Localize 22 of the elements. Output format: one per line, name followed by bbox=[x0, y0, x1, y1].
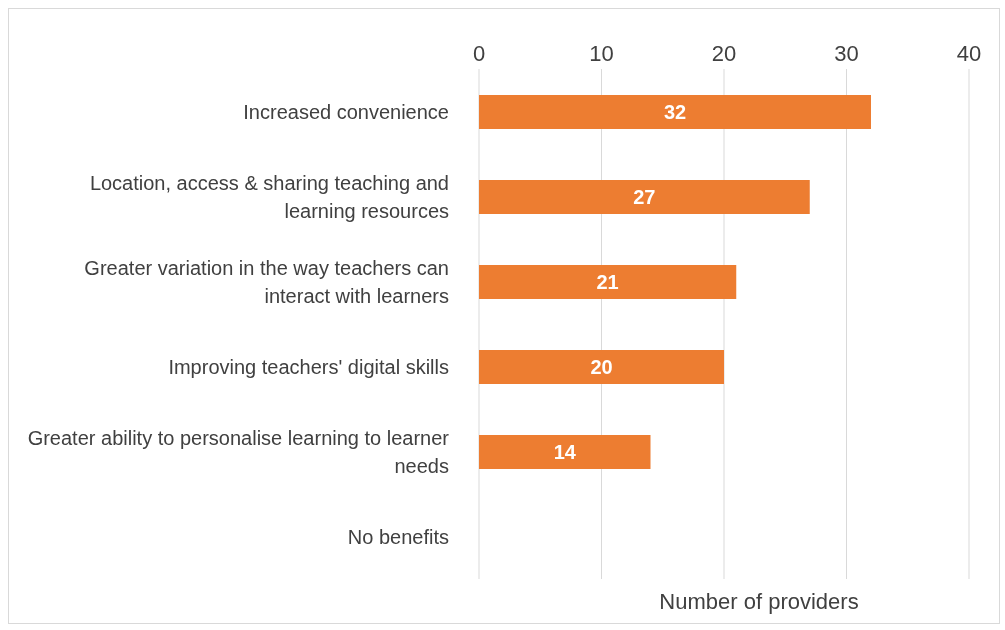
bar bbox=[479, 265, 737, 299]
data-label: 32 bbox=[663, 101, 687, 124]
bar bbox=[479, 95, 871, 129]
x-tick-label: 30 bbox=[834, 41, 859, 66]
y-tick-label: Increased convenience bbox=[243, 100, 449, 123]
x-tick-label: 40 bbox=[956, 41, 982, 66]
x-tick-label: 0 bbox=[472, 41, 486, 66]
y-tick-label: Location, access & sharing teaching and learning resources bbox=[89, 171, 449, 222]
data-label: 27 bbox=[633, 186, 656, 209]
bar bbox=[479, 350, 724, 384]
y-tick-label: Greater ability to personalise learning to learner needs bbox=[27, 426, 450, 477]
data-label: 14 bbox=[553, 441, 577, 464]
bar bbox=[479, 180, 810, 214]
x-tick-label: 20 bbox=[711, 41, 737, 66]
bar bbox=[479, 435, 651, 469]
data-label: 20 bbox=[590, 356, 613, 379]
x-tick-label: 10 bbox=[589, 41, 614, 66]
data-label: 21 bbox=[596, 271, 619, 294]
y-tick-label: No benefits bbox=[347, 525, 449, 548]
y-tick-label: Improving teachers' digital skills bbox=[168, 355, 449, 378]
y-tick-label: Greater variation in the way teachers can interact with learners bbox=[84, 256, 449, 307]
x-axis-title: Number of providers bbox=[658, 589, 860, 615]
